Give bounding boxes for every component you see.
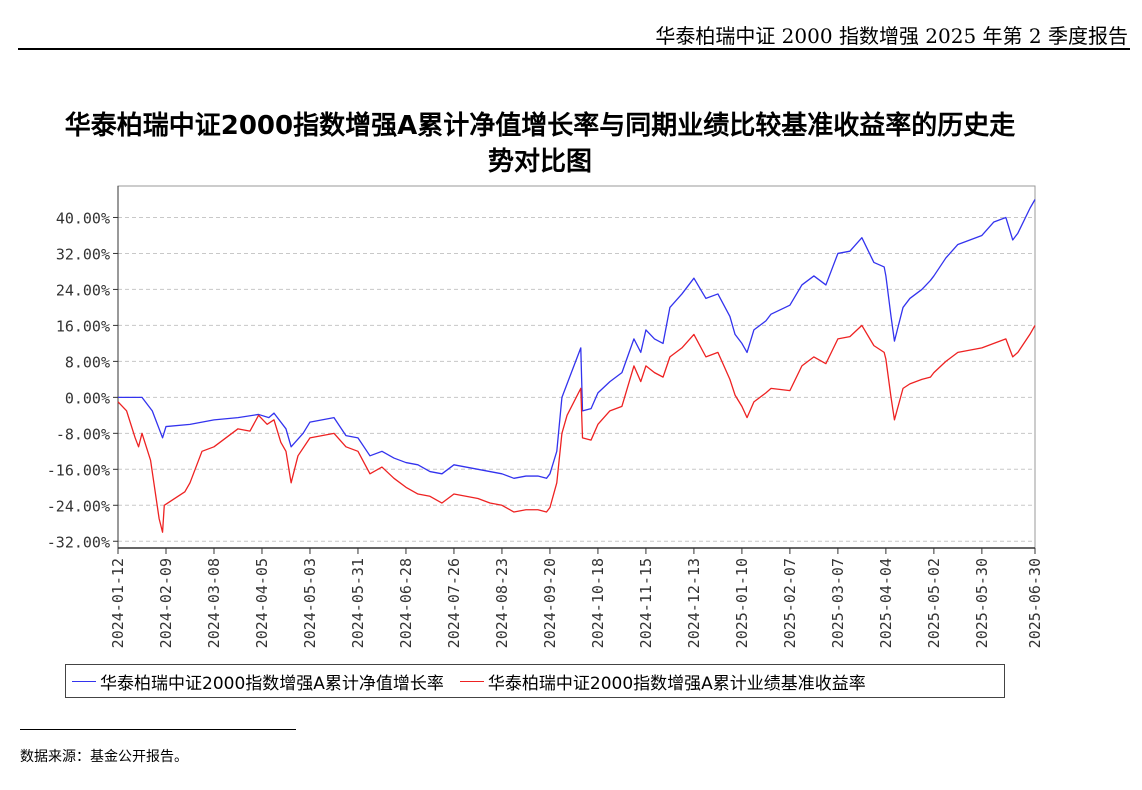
y-tick-label: -8.00% <box>56 425 110 443</box>
legend-swatch-benchmark <box>459 680 484 682</box>
x-tick-label: 2024-01-12 <box>109 558 127 648</box>
legend-swatch-nav <box>72 680 96 682</box>
footnote-divider <box>20 729 296 730</box>
chart-title-line-1: 华泰柏瑞中证2000指数增强A累计净值增长率与同期业绩比较基准收益率的历史走 <box>64 111 1016 141</box>
x-tick-label: 2025-02-07 <box>781 558 799 648</box>
chart-title-line-2: 势对比图 <box>487 147 592 177</box>
y-tick-label: -24.00% <box>47 497 110 515</box>
x-tick-label: 2024-08-23 <box>493 558 511 648</box>
grid-lines <box>118 216 1035 542</box>
y-tick-label: 32.00% <box>56 245 110 263</box>
series-line-nav <box>118 199 1036 479</box>
x-tick-label: 2025-06-30 <box>1026 558 1044 648</box>
y-axis: 40.00% 32.00% 24.00% 16.00% 8.00% 0.00% -8.00%… <box>47 186 119 551</box>
x-tick-label: 2025-05-02 <box>925 558 943 648</box>
x-tick-label: 2024-11-15 <box>637 558 655 648</box>
x-tick-label: 2024-10-18 <box>589 558 607 648</box>
x-tick-label: 2024-07-26 <box>445 558 463 648</box>
legend-label-nav: 华泰柏瑞中证2000指数增强A累计净值增长率 <box>100 673 444 694</box>
x-tick-label: 2024-05-31 <box>349 558 367 648</box>
x-tick-label: 2025-03-07 <box>829 558 847 648</box>
report-header-title: 华泰柏瑞中证 2000 指数增强 2025 年第 2 季度报告 <box>655 24 1128 48</box>
x-tick-label: 2024-06-28 <box>397 558 415 648</box>
report-header: 华泰柏瑞中证 2000 指数增强 2025 年第 2 季度报告 <box>18 8 1130 50</box>
x-tick-label: 2024-02-09 <box>157 558 175 648</box>
chart-title: 华泰柏瑞中证2000指数增强A累计净值增长率与同期业绩比较基准收益率的历史走 势… <box>20 108 1060 180</box>
x-tick-label: 2024-04-05 <box>253 558 271 648</box>
x-tick-label: 2024-03-08 <box>205 558 223 648</box>
x-axis: 2024-01-12 2024-02-09 2024-03-08 2024-04-05… <box>109 547 1044 648</box>
legend-item-nav: 华泰柏瑞中证2000指数增强A累计净值增长率 <box>72 669 444 694</box>
y-tick-label: -32.00% <box>47 533 110 551</box>
plot-area-frame <box>117 185 1036 549</box>
series-layer <box>117 199 1036 533</box>
x-tick-label: 2025-04-04 <box>877 558 895 648</box>
x-tick-label: 2025-05-30 <box>973 558 991 648</box>
y-tick-label: 8.00% <box>65 353 110 371</box>
y-tick-label: 0.00% <box>65 389 110 407</box>
series-line-benchmark <box>117 324 1036 533</box>
y-tick-label: 24.00% <box>56 281 110 299</box>
x-tick-label: 2024-05-03 <box>301 558 319 648</box>
y-tick-label: -16.00% <box>47 461 110 479</box>
legend-item-benchmark: 华泰柏瑞中证2000指数增强A累计业绩基准收益率 <box>459 669 866 694</box>
x-tick-label: 2024-12-13 <box>685 558 703 648</box>
x-tick-label: 2024-09-20 <box>541 558 559 648</box>
y-tick-label: 40.00% <box>56 209 110 227</box>
chart-legend: 华泰柏瑞中证2000指数增强A累计净值增长率 华泰柏瑞中证2000指数增强A累计… <box>65 664 1005 698</box>
x-tick-label: 2025-01-10 <box>733 558 751 648</box>
footnote-source: 数据来源：基金公开报告。 <box>20 749 188 765</box>
legend-label-benchmark: 华泰柏瑞中证2000指数增强A累计业绩基准收益率 <box>487 673 866 694</box>
y-tick-label: 16.00% <box>56 317 110 335</box>
